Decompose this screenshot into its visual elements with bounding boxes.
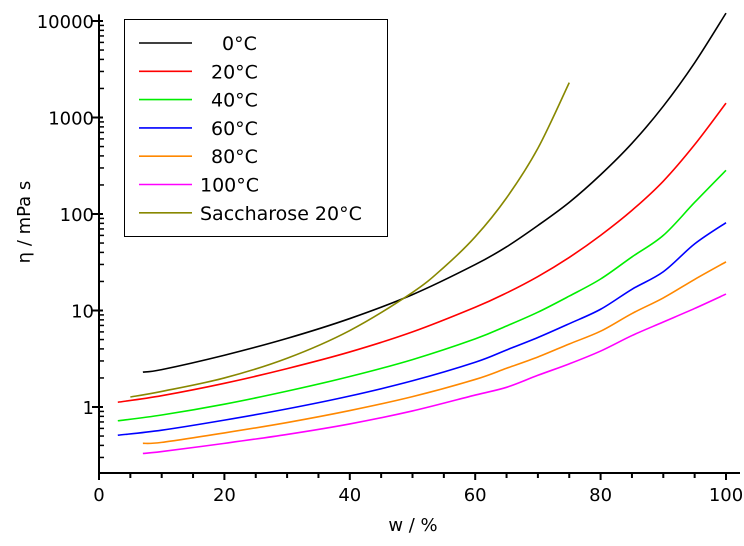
series-line-0 (142, 12, 727, 373)
x-tick-label: 80 (589, 485, 612, 506)
x-tick-label: 40 (338, 485, 361, 506)
legend-label: 0°C (222, 33, 257, 55)
series-line-5 (142, 293, 727, 455)
legend-label: Saccharose 20°C (200, 203, 362, 225)
legend-label: 40°C (211, 90, 258, 112)
y-tick-label: 10 (71, 302, 94, 323)
y-axis-label: η / mPa s (14, 181, 35, 264)
x-axis-label: w / % (388, 515, 437, 536)
legend-label: 60°C (211, 118, 258, 140)
y-tick-label: 1000 (48, 109, 94, 130)
series-lines (117, 12, 727, 455)
series-line-6 (130, 82, 570, 398)
legend: 0°C 20°C 40°C 60°C 80°C 100°C Saccharose 20°C (124, 19, 388, 237)
legend-label: 20°C (211, 61, 258, 83)
y-tick-label: 100 (60, 205, 94, 226)
series-line-1 (117, 102, 727, 404)
legend-label: 80°C (211, 146, 258, 168)
y-tick-label: 1 (83, 398, 94, 419)
x-tick-label: 0 (93, 485, 104, 506)
x-tick-label: 60 (464, 485, 487, 506)
x-tick-label: 100 (709, 485, 743, 506)
axes: 0 20 40 60 80 100 1 10 100 1000 10000 (37, 12, 743, 506)
y-tick-label: 10000 (37, 12, 94, 33)
series-line-4 (142, 261, 727, 445)
series-line-2 (117, 169, 727, 422)
legend-label: 100°C (200, 175, 259, 197)
series-line-3 (117, 222, 727, 437)
x-tick-label: 20 (213, 485, 236, 506)
